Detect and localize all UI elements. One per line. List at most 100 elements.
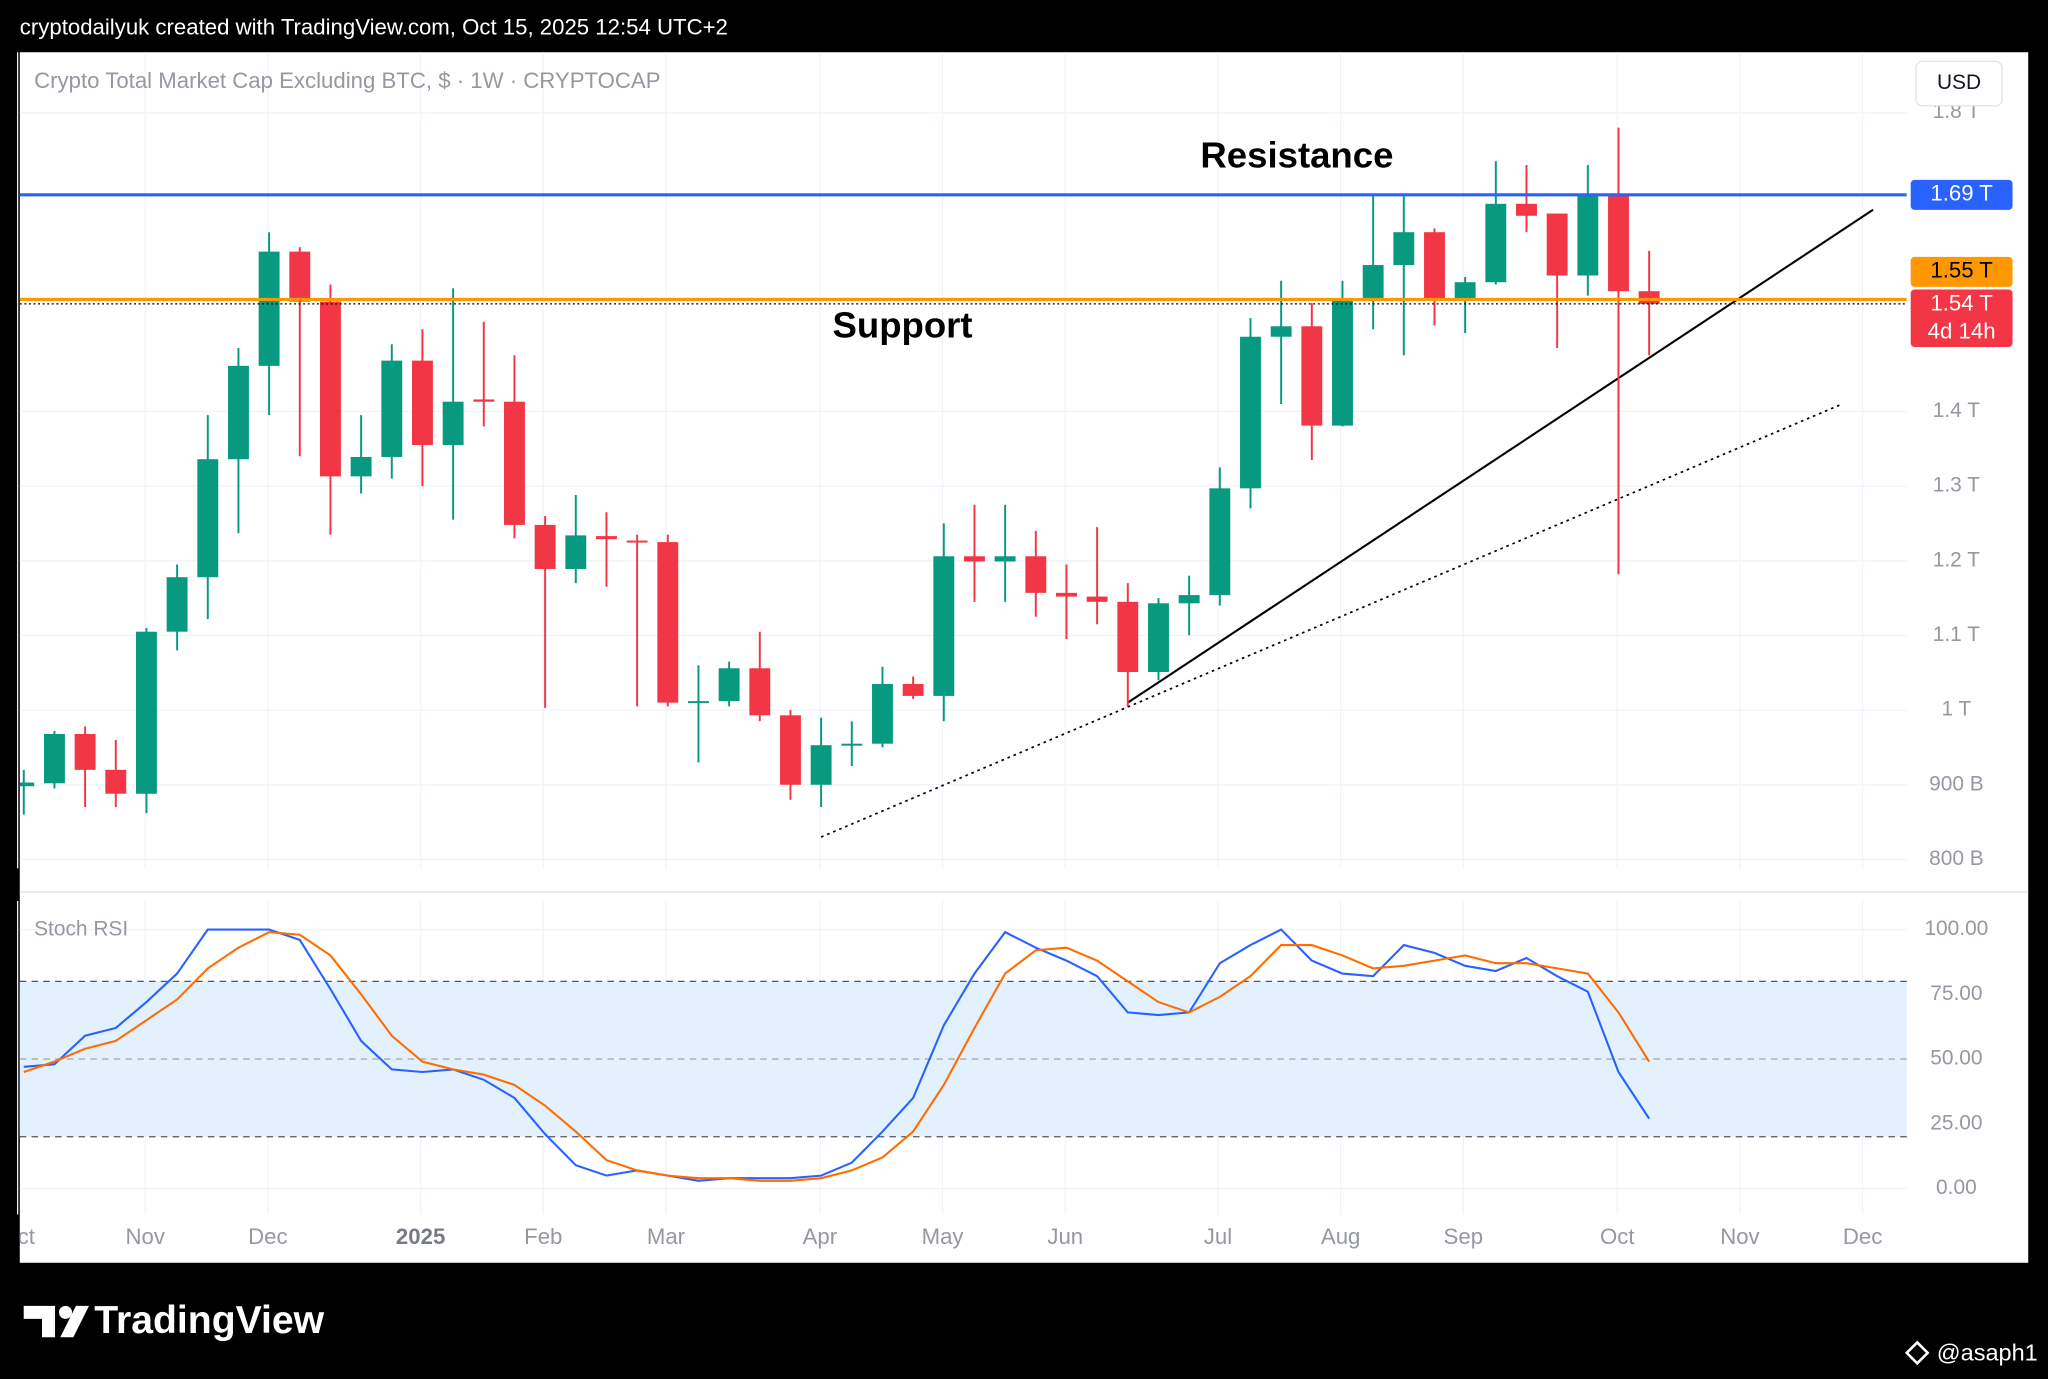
candle-body <box>227 365 249 460</box>
price-pill <box>1910 289 2013 347</box>
author-icon <box>1904 1340 1930 1366</box>
x-tick-label: Apr <box>803 1224 838 1249</box>
candle-body <box>1454 282 1476 299</box>
candle-body <box>1362 265 1384 299</box>
candle-body <box>1577 195 1599 276</box>
candle-body <box>841 743 863 746</box>
candle-body <box>1025 556 1047 593</box>
candle-body <box>626 540 648 543</box>
candle-body <box>1332 298 1353 426</box>
candle-body <box>1424 232 1445 299</box>
candle-body <box>780 715 801 785</box>
candle-body <box>1393 232 1415 266</box>
candle-body <box>534 524 556 569</box>
candle-body <box>749 668 771 716</box>
y-tick-label: 25.00 <box>1930 1111 1982 1134</box>
candle-body <box>565 535 587 569</box>
x-tick-label: Jun <box>1047 1224 1083 1249</box>
candle-body <box>657 542 679 703</box>
stoch-line <box>23 931 1651 1182</box>
candle-body <box>1178 595 1200 604</box>
candle-body <box>350 456 372 477</box>
candle-body <box>1056 592 1077 597</box>
author: @asaph1 <box>1937 1339 2038 1365</box>
candle-body <box>19 782 35 787</box>
y-tick-label: 1 T <box>1941 698 1971 721</box>
x-tick-label: May <box>922 1224 965 1249</box>
candle-body <box>994 556 1016 562</box>
price-pill-label: 1.54 T <box>1930 290 1993 315</box>
x-tick-label: 2025 <box>396 1224 445 1249</box>
candle-body <box>1117 601 1139 673</box>
candle-body <box>43 733 65 784</box>
candle-body <box>933 556 955 696</box>
candle-body <box>1516 203 1537 216</box>
y-tick-label: 900 B <box>1929 772 1984 795</box>
logo-shape <box>60 1305 89 1338</box>
x-tick-label: Nov <box>125 1224 165 1249</box>
candle-body <box>688 701 709 704</box>
trendline <box>1127 208 1874 704</box>
candle-body <box>964 556 985 562</box>
logo-shape <box>23 1305 56 1338</box>
candle-body <box>718 668 740 702</box>
annotation: Resistance <box>1200 135 1393 176</box>
candle-body <box>872 683 893 744</box>
candle-body <box>1270 326 1292 337</box>
indicator-title: Stoch RSI <box>34 917 128 940</box>
candle-body <box>258 251 280 366</box>
candle-body <box>1240 336 1261 489</box>
candle-body <box>504 401 525 525</box>
stoch-line <box>23 928 1651 1182</box>
candle-body <box>381 360 403 457</box>
brand: TradingView <box>94 1299 324 1342</box>
candle-body <box>1086 596 1108 602</box>
candle-body <box>412 360 433 446</box>
x-tick-label: Dec <box>1843 1224 1882 1249</box>
candle-body <box>74 733 96 770</box>
candle-body <box>289 251 311 302</box>
y-tick-label: 1.3 T <box>1933 474 1980 497</box>
price-pill <box>1910 179 2013 210</box>
candle-body <box>135 631 157 794</box>
candle-body <box>473 399 495 402</box>
candle-body <box>596 536 617 540</box>
currency-button[interactable] <box>1915 60 2003 107</box>
candle-body <box>197 459 219 578</box>
x-tick-label: Jul <box>1204 1224 1232 1249</box>
x-tick-label: Aug <box>1321 1224 1360 1249</box>
candle-body <box>442 401 464 446</box>
candle-body <box>1209 488 1231 596</box>
price-pill-label: 1.69 T <box>1930 181 1993 206</box>
price-pill-label: 1.55 T <box>1930 258 1993 283</box>
currency: USD <box>1937 71 1981 94</box>
y-tick-label: 800 B <box>1929 847 1984 870</box>
candle-body <box>902 683 924 696</box>
price-panel <box>19 127 1907 838</box>
candle-body <box>1485 203 1507 283</box>
x-tick-label: Feb <box>524 1224 562 1249</box>
candle-body <box>1546 213 1568 276</box>
y-tick-label: 1.4 T <box>1933 399 1980 422</box>
x-tick-label: Nov <box>1720 1224 1760 1249</box>
trendline <box>820 403 1843 838</box>
chart-title: Crypto Total Market Cap Excluding BTC, $… <box>34 68 660 93</box>
annotation: Support <box>833 304 973 345</box>
candle-body <box>166 577 188 632</box>
y-tick-label: 100.00 <box>1924 917 1988 940</box>
x-tick-label: Oct <box>1600 1224 1635 1249</box>
y-tick-label: 50.00 <box>1930 1047 1982 1070</box>
x-tick-label: Oct <box>0 1224 35 1249</box>
y-tick-label: 75.00 <box>1930 982 1982 1005</box>
x-tick-label: Mar <box>647 1224 686 1249</box>
candle-body <box>810 745 832 785</box>
x-tick-label: Sep <box>1444 1224 1483 1249</box>
logo-shape <box>58 1305 73 1319</box>
candle-body <box>1301 326 1323 426</box>
countdown: 4d 14h <box>1928 318 1996 343</box>
brand-logo <box>23 1305 89 1338</box>
candle-body <box>1638 291 1660 304</box>
price-pill <box>1910 256 2013 287</box>
